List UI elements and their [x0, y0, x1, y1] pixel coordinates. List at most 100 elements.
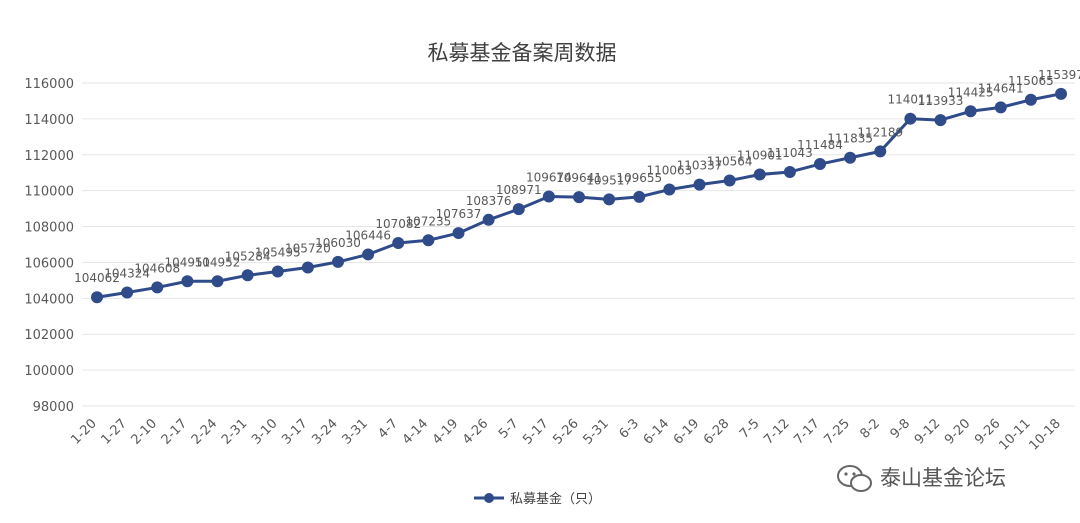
data-point: [844, 151, 857, 164]
x-tick-label: 6-3: [616, 416, 642, 442]
data-point: [362, 248, 375, 261]
legend-marker-icon: [484, 493, 494, 503]
y-tick-label: 110000: [24, 185, 74, 200]
x-tick-label: 10-11: [996, 416, 1033, 453]
data-label: 113933: [918, 94, 964, 108]
data-label: 108971: [496, 183, 542, 197]
data-label: 106030: [315, 236, 361, 250]
data-label: 114011: [887, 93, 933, 107]
y-tick-label: 112000: [24, 149, 74, 164]
y-tick-label: 104000: [24, 292, 74, 307]
data-point: [874, 145, 887, 158]
data-label: 111043: [767, 146, 813, 160]
data-point: [181, 275, 194, 288]
x-tick-label: 6-19: [671, 416, 702, 447]
y-tick-label: 102000: [24, 328, 74, 343]
grid-lines: [82, 82, 1075, 407]
x-tick-label: 2-10: [129, 416, 160, 447]
data-point: [663, 183, 676, 196]
data-point: [603, 193, 616, 206]
x-tick-label: 6-14: [641, 416, 672, 447]
y-tick-label: 116000: [24, 77, 74, 92]
data-point: [1055, 87, 1067, 100]
y-tick-label: 108000: [24, 221, 74, 236]
data-label: 115065: [1008, 74, 1054, 88]
data-point: [994, 101, 1007, 114]
data-label: 110337: [677, 159, 723, 173]
x-tick-label: 5-26: [550, 416, 581, 447]
x-tick-label: 3-17: [279, 416, 310, 447]
data-point: [301, 261, 314, 274]
x-tick-label: 9-8: [888, 416, 914, 442]
data-point: [452, 227, 465, 240]
x-tick-label: 7-25: [821, 416, 852, 447]
wechat-icon: [837, 465, 872, 492]
watermark: 泰山基金论坛: [837, 465, 1006, 492]
data-point: [482, 213, 495, 226]
x-tick-label: 10-18: [1027, 416, 1064, 453]
series-group: [91, 87, 1067, 304]
data-point: [633, 190, 646, 203]
data-point: [332, 255, 344, 268]
data-point: [934, 114, 947, 127]
data-label: 104951: [164, 255, 210, 269]
data-label: 109655: [616, 171, 662, 185]
data-label: 107637: [436, 207, 482, 221]
data-point: [573, 191, 585, 204]
data-point: [392, 237, 405, 250]
watermark-text: 泰山基金论坛: [880, 466, 1006, 490]
data-label: 105720: [285, 241, 331, 255]
data-point: [1024, 93, 1037, 106]
data-label: 111835: [827, 132, 873, 146]
data-point: [271, 265, 284, 278]
data-point: [783, 165, 796, 178]
legend: 私募基金（只）: [474, 491, 601, 507]
x-tick-label: 2-31: [219, 416, 250, 447]
y-axis: 98000 100000 102000 104000 106000 108000 11000…: [24, 77, 74, 415]
x-tick-label: 4-7: [375, 416, 401, 442]
x-tick-label: 3-24: [309, 416, 340, 447]
y-tick-label: 100000: [24, 364, 74, 379]
legend-label: 私募基金（只）: [510, 491, 601, 507]
x-tick-label: 4-19: [430, 416, 461, 447]
y-tick-label: 114000: [24, 113, 74, 128]
x-tick-label: 5-31: [580, 416, 611, 447]
data-point: [723, 174, 736, 187]
data-label: 104608: [134, 261, 180, 275]
data-point: [241, 269, 254, 282]
y-tick-label: 98000: [33, 400, 74, 415]
data-label: 115397: [1038, 68, 1080, 82]
data-point: [121, 286, 134, 299]
chart-title: 私募基金备案周数据: [428, 41, 617, 65]
y-tick-label: 106000: [24, 256, 74, 271]
data-label: 109517: [586, 173, 632, 187]
data-label: 105284: [225, 249, 271, 263]
data-label: 111484: [797, 138, 843, 152]
data-point: [964, 105, 977, 118]
x-tick-label: 2-17: [159, 416, 190, 447]
x-tick-label: 1-20: [68, 416, 99, 447]
x-tick-label: 9-20: [942, 416, 973, 447]
data-label: 110063: [646, 164, 692, 178]
x-tick-label: 5-7: [496, 416, 522, 442]
data-point: [693, 178, 706, 191]
data-point: [542, 190, 555, 203]
x-tick-label: 7-17: [791, 416, 822, 447]
x-tick-label: 2-24: [189, 416, 220, 447]
data-point: [211, 275, 224, 288]
x-tick-label: 7-12: [761, 416, 792, 447]
data-label: 114425: [948, 85, 994, 99]
data-point: [904, 112, 917, 125]
data-label: 110564: [707, 155, 753, 169]
x-axis: 1-201-272-102-172-242-313-103-173-243-31…: [68, 416, 1063, 453]
data-label: 108376: [466, 194, 512, 208]
data-point: [151, 281, 164, 294]
data-point: [91, 291, 103, 304]
data-label: 107082: [375, 217, 421, 231]
data-point: [753, 168, 766, 181]
x-tick-label: 1-27: [98, 416, 129, 447]
data-point: [422, 234, 435, 247]
data-label: 104324: [104, 267, 150, 281]
data-label: 104062: [74, 271, 120, 285]
